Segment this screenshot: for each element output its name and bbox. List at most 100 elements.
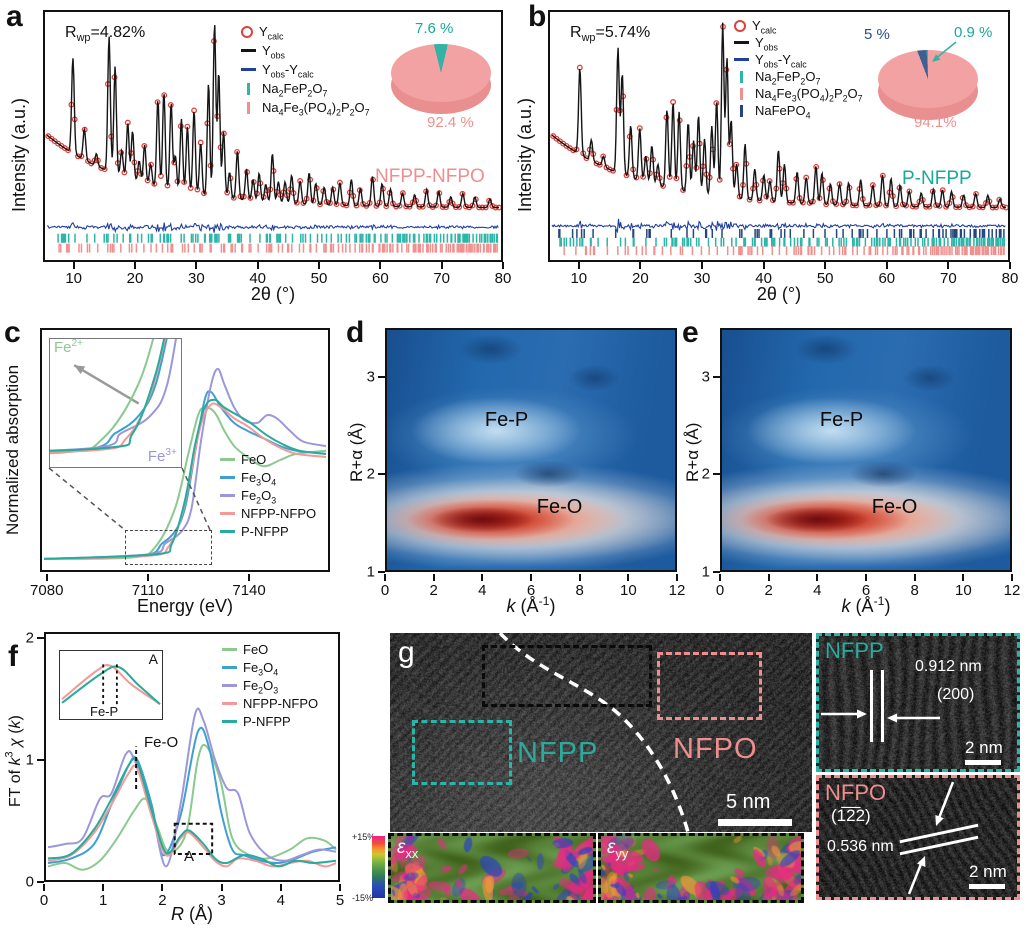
x-tick-label: 40 xyxy=(755,270,772,287)
x-tick-label: 20 xyxy=(126,270,144,287)
pie-label-minor: 7.6 % xyxy=(415,20,454,37)
legend-item: Ycalc xyxy=(734,18,863,35)
tick-marker xyxy=(740,104,743,117)
x-tick xyxy=(248,574,251,581)
a-annotation: A xyxy=(184,848,195,865)
panel-f-yaxis: 0 1 2 xyxy=(16,630,44,891)
panel-d-yaxis: 1 2 3 xyxy=(357,328,385,581)
nfpp-canvas xyxy=(819,636,1017,769)
legend-item: Yobs xyxy=(734,35,863,52)
tick-marker xyxy=(247,101,250,114)
panel-c-inset: Fe2+ Fe3+ xyxy=(49,338,182,468)
line-marker xyxy=(220,476,235,479)
nfpp-plane: (200) xyxy=(937,686,975,703)
legend-item: Yobs xyxy=(241,43,370,61)
panel-b-pie: 5 % 0.9 % 94.1% xyxy=(850,18,1008,131)
x-tick-label: 40 xyxy=(249,270,266,287)
panel-a-plot: Rwp=4.82% Ycalc Yobs Yobs-Ycalc Na2FeP2O7 Na… xyxy=(43,10,503,262)
y-tick xyxy=(378,375,385,378)
legend-label: Fe3O4 xyxy=(241,470,277,488)
x-tick xyxy=(947,262,950,269)
x-tick xyxy=(962,574,965,581)
panel-f-letter: f xyxy=(8,640,18,673)
y-tick-label: 2 xyxy=(701,465,710,483)
legend-item: P-NFPP xyxy=(222,714,318,729)
legend-label: Yobs xyxy=(262,43,285,61)
fe3-label: Fe3+ xyxy=(147,447,177,465)
y-tick-label: 3 xyxy=(701,368,710,386)
y-tick-label: 0 xyxy=(25,873,34,891)
x-tick-label: 4 xyxy=(813,582,822,599)
x-tick xyxy=(530,574,532,581)
y-tick xyxy=(713,473,720,476)
panel-d-letter: d xyxy=(346,316,365,349)
x-tick xyxy=(481,574,484,581)
y-tick xyxy=(37,881,44,883)
x-tick-label: 1 xyxy=(99,892,108,909)
y-tick xyxy=(378,473,385,476)
nfpp-dspacing: 0.912 nm xyxy=(915,658,982,675)
x-tick xyxy=(318,262,320,269)
legend-item: Ycalc xyxy=(241,24,370,41)
exafs-inset-chart xyxy=(61,662,161,706)
scale-text-nfpp: 2 nm xyxy=(965,738,1003,757)
legend-item: Yobs-Ycalc xyxy=(241,62,370,79)
legend-label: NFPP-NFPO xyxy=(243,696,319,711)
panel-b-legend: Ycalc Yobs Yobs-Ycalc Na2FeP2O7 Na4Fe3(PO4)2… xyxy=(734,18,863,120)
panel-f-legend: FeO Fe3O4 Fe2O3 NFPP-NFPO P-NFPP xyxy=(222,642,318,729)
x-tick xyxy=(913,574,916,581)
legend-item: NFPP-NFPO xyxy=(220,506,316,521)
legend-item: Yobs-Ycalc xyxy=(734,52,863,70)
x-tick-label: 2 xyxy=(158,892,167,909)
x-tick-label: 50 xyxy=(310,270,328,287)
inset-fep-label: Fe-P xyxy=(90,704,119,719)
legend-label: FeO xyxy=(243,642,269,657)
legend-item: FeO xyxy=(222,642,318,657)
x-tick xyxy=(627,574,630,581)
x-tick xyxy=(1009,262,1011,269)
legend-item: Na4Fe3(PO4)2P2O7 xyxy=(734,86,863,103)
strain-xx-canvas xyxy=(391,836,593,900)
nfpp-hrtem-inset: NFPP 0.912 nm (200) 2 nm xyxy=(816,633,1020,772)
nfpo-hrtem-inset: NFPO (1̅2̅2) 0.536 nm 2 nm xyxy=(816,775,1020,900)
nfpp-inset-title: NFPP xyxy=(825,638,884,663)
fep-label-d: Fe-P xyxy=(484,409,529,432)
exx-label: εxx xyxy=(397,837,419,861)
sample-label-b: P-NFPP xyxy=(902,168,972,189)
legend-label: Yobs-Ycalc xyxy=(755,52,807,70)
x-tick xyxy=(220,884,223,891)
x-tick xyxy=(339,884,341,891)
y-tick-label: 3 xyxy=(366,368,375,386)
fep-label-e: Fe-P xyxy=(819,409,864,432)
x-tick-label: 2 xyxy=(764,582,773,599)
pie-arrow xyxy=(932,41,957,62)
nfpo-region-box xyxy=(657,652,762,720)
legend-label: P-NFPP xyxy=(241,524,289,539)
x-tick-label: 4 xyxy=(276,892,285,909)
legend-item: Na2FeP2O7 xyxy=(734,69,863,87)
scale-bar-main xyxy=(718,819,792,826)
x-tick xyxy=(102,884,105,891)
panel-c-xaxis: 7080 7110 7140 xyxy=(30,574,330,599)
panel-c-plot: Fe2+ Fe3+ FeO Fe3O4 Fe2O3 NFPP-NFPO P-NFPP xyxy=(40,328,330,572)
xanes-chart xyxy=(43,367,327,560)
nfpo-plane: (1̅2̅2) xyxy=(831,806,871,825)
x-tick-label: 10 xyxy=(65,270,82,287)
strain-colorbar xyxy=(372,836,385,898)
line-marker xyxy=(241,68,256,71)
legend-label: FeO xyxy=(241,452,267,467)
x-tick xyxy=(700,262,703,269)
x-tick xyxy=(72,262,75,269)
x-tick-label: 2 xyxy=(429,582,438,599)
panel-e-xlabel: k (Å-1) xyxy=(841,594,891,616)
pie-slices xyxy=(878,50,978,108)
strain-yy-canvas xyxy=(601,836,801,900)
legend-item: NFPP-NFPO xyxy=(222,696,318,711)
panel-d-xaxis: 0 2 4 6 8 10 12 xyxy=(381,574,685,599)
panel-b-xaxis: 10 20 30 40 50 60 70 80 xyxy=(548,262,1018,287)
legend-label: Na2FeP2O7 xyxy=(755,69,821,87)
line-marker xyxy=(222,684,237,687)
x-tick-label: 12 xyxy=(668,582,686,599)
panel-f-xlabel: R (Å) xyxy=(171,904,213,924)
x-tick xyxy=(195,262,198,269)
